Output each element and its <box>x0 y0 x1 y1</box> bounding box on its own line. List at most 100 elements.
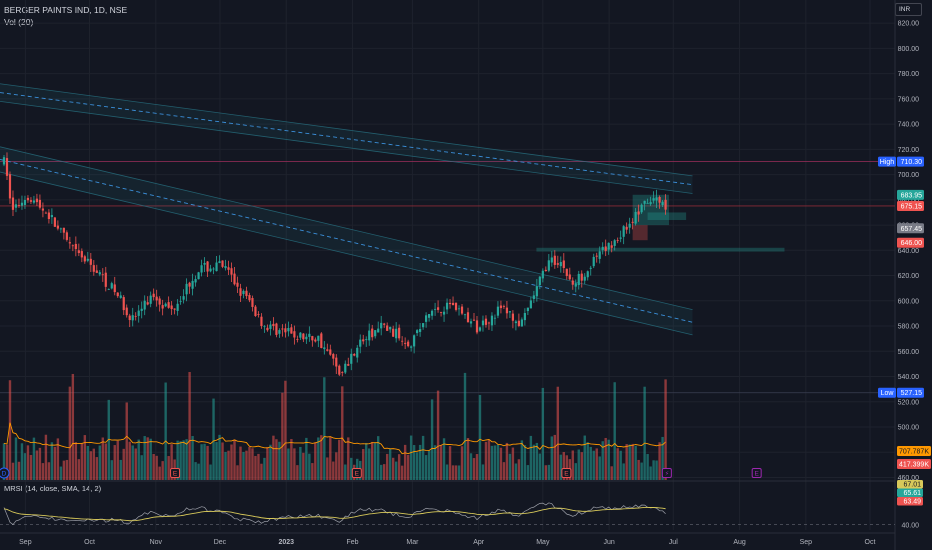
candle-body <box>595 255 598 257</box>
candle-body <box>377 328 380 333</box>
candle <box>254 305 257 317</box>
candle-body <box>209 268 212 272</box>
volume-bar <box>32 437 36 480</box>
candle <box>475 315 479 335</box>
candle-body <box>433 308 437 310</box>
candle-body <box>374 330 377 337</box>
candle <box>448 298 452 309</box>
candle <box>323 341 326 355</box>
volume-bar <box>194 462 197 480</box>
volume-bar <box>230 444 233 480</box>
candle-body <box>71 245 74 247</box>
price-axis-tick: 700.00 <box>898 172 920 179</box>
time-axis-tick: Oct <box>865 539 876 546</box>
candle <box>74 236 77 257</box>
candle-body <box>365 339 368 340</box>
volume-bar <box>119 459 122 480</box>
volume-indicator-label[interactable]: Vol (20) <box>4 17 34 27</box>
candle <box>341 371 344 377</box>
candle-body <box>266 327 269 331</box>
candle <box>344 360 347 375</box>
candle <box>125 304 128 318</box>
volume-bar <box>397 454 401 480</box>
candle-body <box>383 323 386 325</box>
candle <box>272 317 275 331</box>
volume-bar <box>197 463 200 480</box>
candle-body <box>77 250 80 254</box>
candle <box>565 268 568 280</box>
candle <box>634 208 637 226</box>
volume-bar <box>200 444 203 480</box>
candle <box>233 267 236 286</box>
candle <box>26 195 30 203</box>
volume-bar <box>182 440 185 480</box>
volume-bar <box>409 435 413 480</box>
candle-body <box>305 336 308 340</box>
candle <box>380 315 383 336</box>
volume-bar <box>53 446 57 480</box>
position-zone <box>647 212 687 221</box>
volume-bar <box>350 457 353 480</box>
candle <box>529 296 532 309</box>
volume-bar <box>269 444 272 480</box>
volume-bar <box>311 463 314 480</box>
candle-body <box>395 328 398 339</box>
candle-body <box>398 327 401 339</box>
event-marker[interactable]: E <box>351 468 362 478</box>
volume-bar <box>251 448 254 480</box>
candle <box>245 286 248 299</box>
candle-body <box>607 242 610 250</box>
event-marker[interactable]: E <box>751 468 762 478</box>
candle-body <box>466 312 470 323</box>
volume-bar <box>221 442 224 480</box>
rsi-value-badge: 67.01 <box>897 480 923 489</box>
volume-bar <box>98 445 101 480</box>
volume-value-badge: 707.787K <box>897 446 931 456</box>
rsi-signal-line <box>3 507 666 522</box>
candle-body <box>487 322 491 324</box>
candle <box>284 323 287 338</box>
candle <box>179 296 182 305</box>
rsi-indicator-label[interactable]: MRSI (14, close, SMA, 14, 2) <box>4 484 102 493</box>
candle <box>478 326 482 333</box>
volume-bar <box>44 434 48 480</box>
candle <box>520 317 523 327</box>
candle-body <box>314 339 317 342</box>
candle-body <box>17 204 21 206</box>
candle-body <box>442 311 446 315</box>
candle-body <box>401 340 404 342</box>
candle-body <box>341 372 344 373</box>
event-marker[interactable]: E <box>561 468 572 478</box>
candle-body <box>74 243 77 250</box>
candle <box>499 300 503 314</box>
candle <box>152 288 155 301</box>
candle-body <box>167 302 170 308</box>
candles <box>2 152 667 377</box>
price-axis-tick: 620.00 <box>898 273 920 280</box>
channel-fill <box>0 146 693 335</box>
event-marker[interactable]: D <box>0 467 10 479</box>
candle <box>101 268 104 282</box>
event-marker[interactable]: E <box>170 468 181 478</box>
volume-bar <box>164 382 167 480</box>
candle-body <box>173 308 176 310</box>
candle <box>62 227 65 240</box>
price-badge-value: 527.15 <box>901 390 923 397</box>
candle-body <box>553 255 556 265</box>
candle-body <box>655 197 658 201</box>
candle-body <box>20 202 24 206</box>
candle <box>170 301 173 315</box>
candle <box>11 190 15 216</box>
channel-upper <box>0 83 693 177</box>
volume-bar <box>418 444 422 480</box>
candle <box>149 291 152 308</box>
regression-channel-2 <box>0 146 693 336</box>
candle-body <box>260 316 263 327</box>
candle-body <box>439 312 443 313</box>
event-marker[interactable]: ⚡ <box>661 468 672 478</box>
candle <box>194 275 197 287</box>
candle-body <box>146 302 149 305</box>
candle-body <box>275 323 278 335</box>
volume-bar <box>131 445 134 480</box>
